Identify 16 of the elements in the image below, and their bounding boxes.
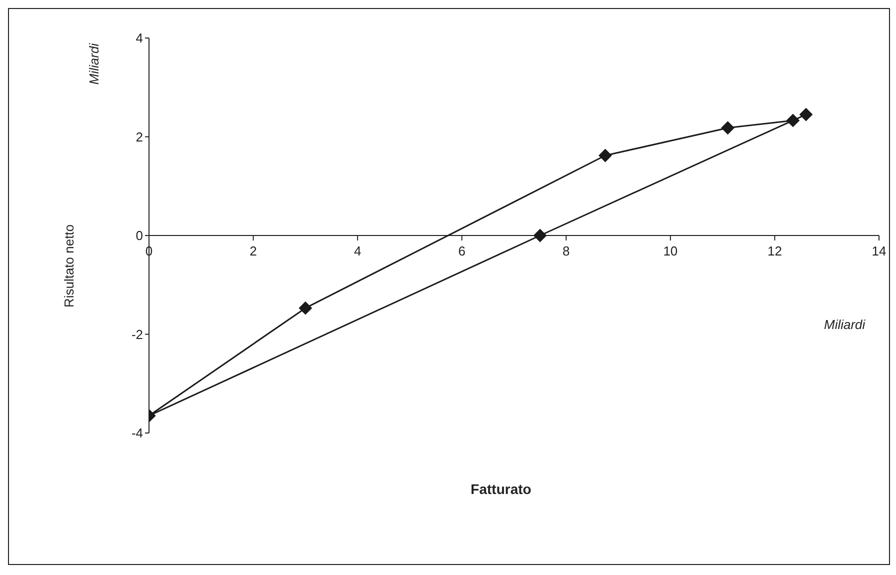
x-tick-label: 10 — [663, 244, 678, 258]
x-tick-label: 8 — [562, 244, 570, 258]
y-axis-title: Risultato netto — [62, 224, 76, 308]
y-tick-label: 0 — [136, 228, 143, 244]
y-tick-label: -4 — [131, 426, 143, 441]
x-tick-label: 12 — [767, 244, 782, 258]
y-tick-label: -2 — [131, 326, 143, 342]
x-tick-label: 4 — [354, 244, 362, 258]
x-axis-title: Fatturato — [470, 481, 532, 497]
y-tick-label: 2 — [136, 129, 143, 144]
x-tick-label: 6 — [458, 244, 466, 258]
annotation: Miliardi — [824, 317, 866, 332]
text: Miliardi — [86, 43, 102, 85]
x-tick-label: 2 — [250, 244, 257, 258]
y-tick-label: 4 — [136, 30, 143, 46]
x-tick-label: 14 — [872, 244, 886, 258]
